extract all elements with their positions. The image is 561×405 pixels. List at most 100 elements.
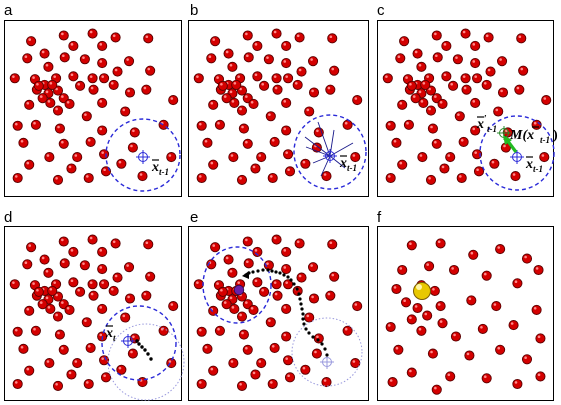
point-highlight <box>323 173 327 176</box>
data-point-b-14 <box>296 66 307 77</box>
data-point-e-32 <box>236 311 248 322</box>
data-point-c-61 <box>456 172 467 184</box>
point-highlight <box>61 140 64 144</box>
data-point-a-33 <box>24 99 35 110</box>
data-point-a-57 <box>66 163 77 174</box>
point-highlight <box>302 160 306 164</box>
point-highlight <box>344 327 348 331</box>
point-body <box>342 325 353 336</box>
data-point-f-33 <box>521 354 533 365</box>
point-highlight <box>47 100 51 103</box>
point-body <box>385 321 396 333</box>
point-body <box>281 125 292 136</box>
point-body <box>127 348 138 359</box>
point-body <box>30 325 41 336</box>
data-point-e-39 <box>304 312 315 323</box>
point-highlight <box>99 306 103 309</box>
point-body <box>54 123 65 134</box>
data-point-b-23 <box>292 79 303 90</box>
point-body <box>124 293 136 304</box>
point-highlight <box>229 90 233 94</box>
data-point-a-52 <box>44 152 55 163</box>
point-body <box>72 152 83 163</box>
point-highlight <box>101 357 104 360</box>
point-highlight <box>61 32 64 36</box>
data-point-f-8 <box>481 270 492 281</box>
point-body <box>327 239 338 250</box>
point-body <box>252 40 263 52</box>
point-highlight <box>470 251 474 255</box>
data-point-d-21 <box>87 279 98 290</box>
mode-marker-e <box>233 284 245 296</box>
point-body <box>431 384 442 395</box>
point-body <box>52 311 64 322</box>
math-subscript: t-1 <box>347 163 357 173</box>
math-var: x <box>151 160 159 175</box>
point-highlight <box>68 165 72 169</box>
point-highlight <box>541 154 545 157</box>
point-highlight <box>285 357 288 360</box>
data-point-b-2 <box>271 28 282 39</box>
data-point-d-5 <box>97 246 108 257</box>
point-body <box>33 80 44 91</box>
data-point-f-22 <box>531 304 542 315</box>
point-body <box>129 127 140 138</box>
point-body <box>284 166 296 177</box>
window-center-c <box>510 150 524 164</box>
point-body <box>99 149 110 160</box>
data-point-e-30 <box>229 303 240 315</box>
data-point-a-41 <box>141 84 152 95</box>
point-body <box>97 58 108 69</box>
trail-dot-e-0 <box>325 353 329 357</box>
point-body <box>495 244 506 255</box>
point-body <box>393 344 404 355</box>
point-highlight <box>258 154 262 157</box>
point-body <box>460 28 471 39</box>
data-point-d-31 <box>37 299 48 310</box>
data-point-e-14 <box>296 272 307 283</box>
point-highlight <box>20 345 24 349</box>
data-point-f-16 <box>435 301 446 312</box>
data-point-e-34 <box>248 304 259 315</box>
data-point-b-53 <box>256 152 267 163</box>
point-body <box>217 286 228 297</box>
point-body <box>445 371 456 382</box>
panel-e <box>188 226 369 401</box>
path-dot-d-0 <box>149 357 153 361</box>
data-point-c-8 <box>412 48 423 59</box>
point-highlight <box>329 35 333 39</box>
point-body <box>208 159 219 170</box>
point-highlight <box>524 356 527 360</box>
point-highlight <box>230 360 234 363</box>
point-highlight <box>487 68 491 72</box>
point-body <box>39 48 50 59</box>
point-highlight <box>387 324 391 327</box>
data-point-a-11 <box>43 61 54 72</box>
data-point-a-64 <box>166 152 177 163</box>
point-body <box>238 123 249 134</box>
point-body <box>533 264 544 276</box>
point-highlight <box>14 381 18 384</box>
point-highlight <box>112 34 116 38</box>
arrow-head <box>503 135 512 145</box>
data-point-b-64 <box>350 152 361 163</box>
data-point-c-1 <box>431 30 442 41</box>
data-point-b-11 <box>227 61 238 72</box>
math-subscript: t-1 <box>533 164 543 174</box>
data-point-e-44 <box>214 325 225 336</box>
data-point-d-10 <box>79 260 90 271</box>
point-body <box>508 320 519 331</box>
point-body <box>325 290 336 301</box>
point-highlight <box>543 97 547 100</box>
trail-dot-e-5 <box>307 331 311 335</box>
data-point-a-13 <box>123 56 135 67</box>
data-point-d-3 <box>110 238 121 249</box>
data-point-e-57 <box>250 369 261 380</box>
trail-dot-e-7 <box>302 322 306 326</box>
data-point-c-9 <box>432 52 443 63</box>
point-highlight <box>245 140 248 144</box>
point-body <box>208 99 219 110</box>
label-x-t-1-c: x t-1 <box>525 156 543 174</box>
point-highlight <box>230 154 234 157</box>
point-body <box>304 106 315 117</box>
